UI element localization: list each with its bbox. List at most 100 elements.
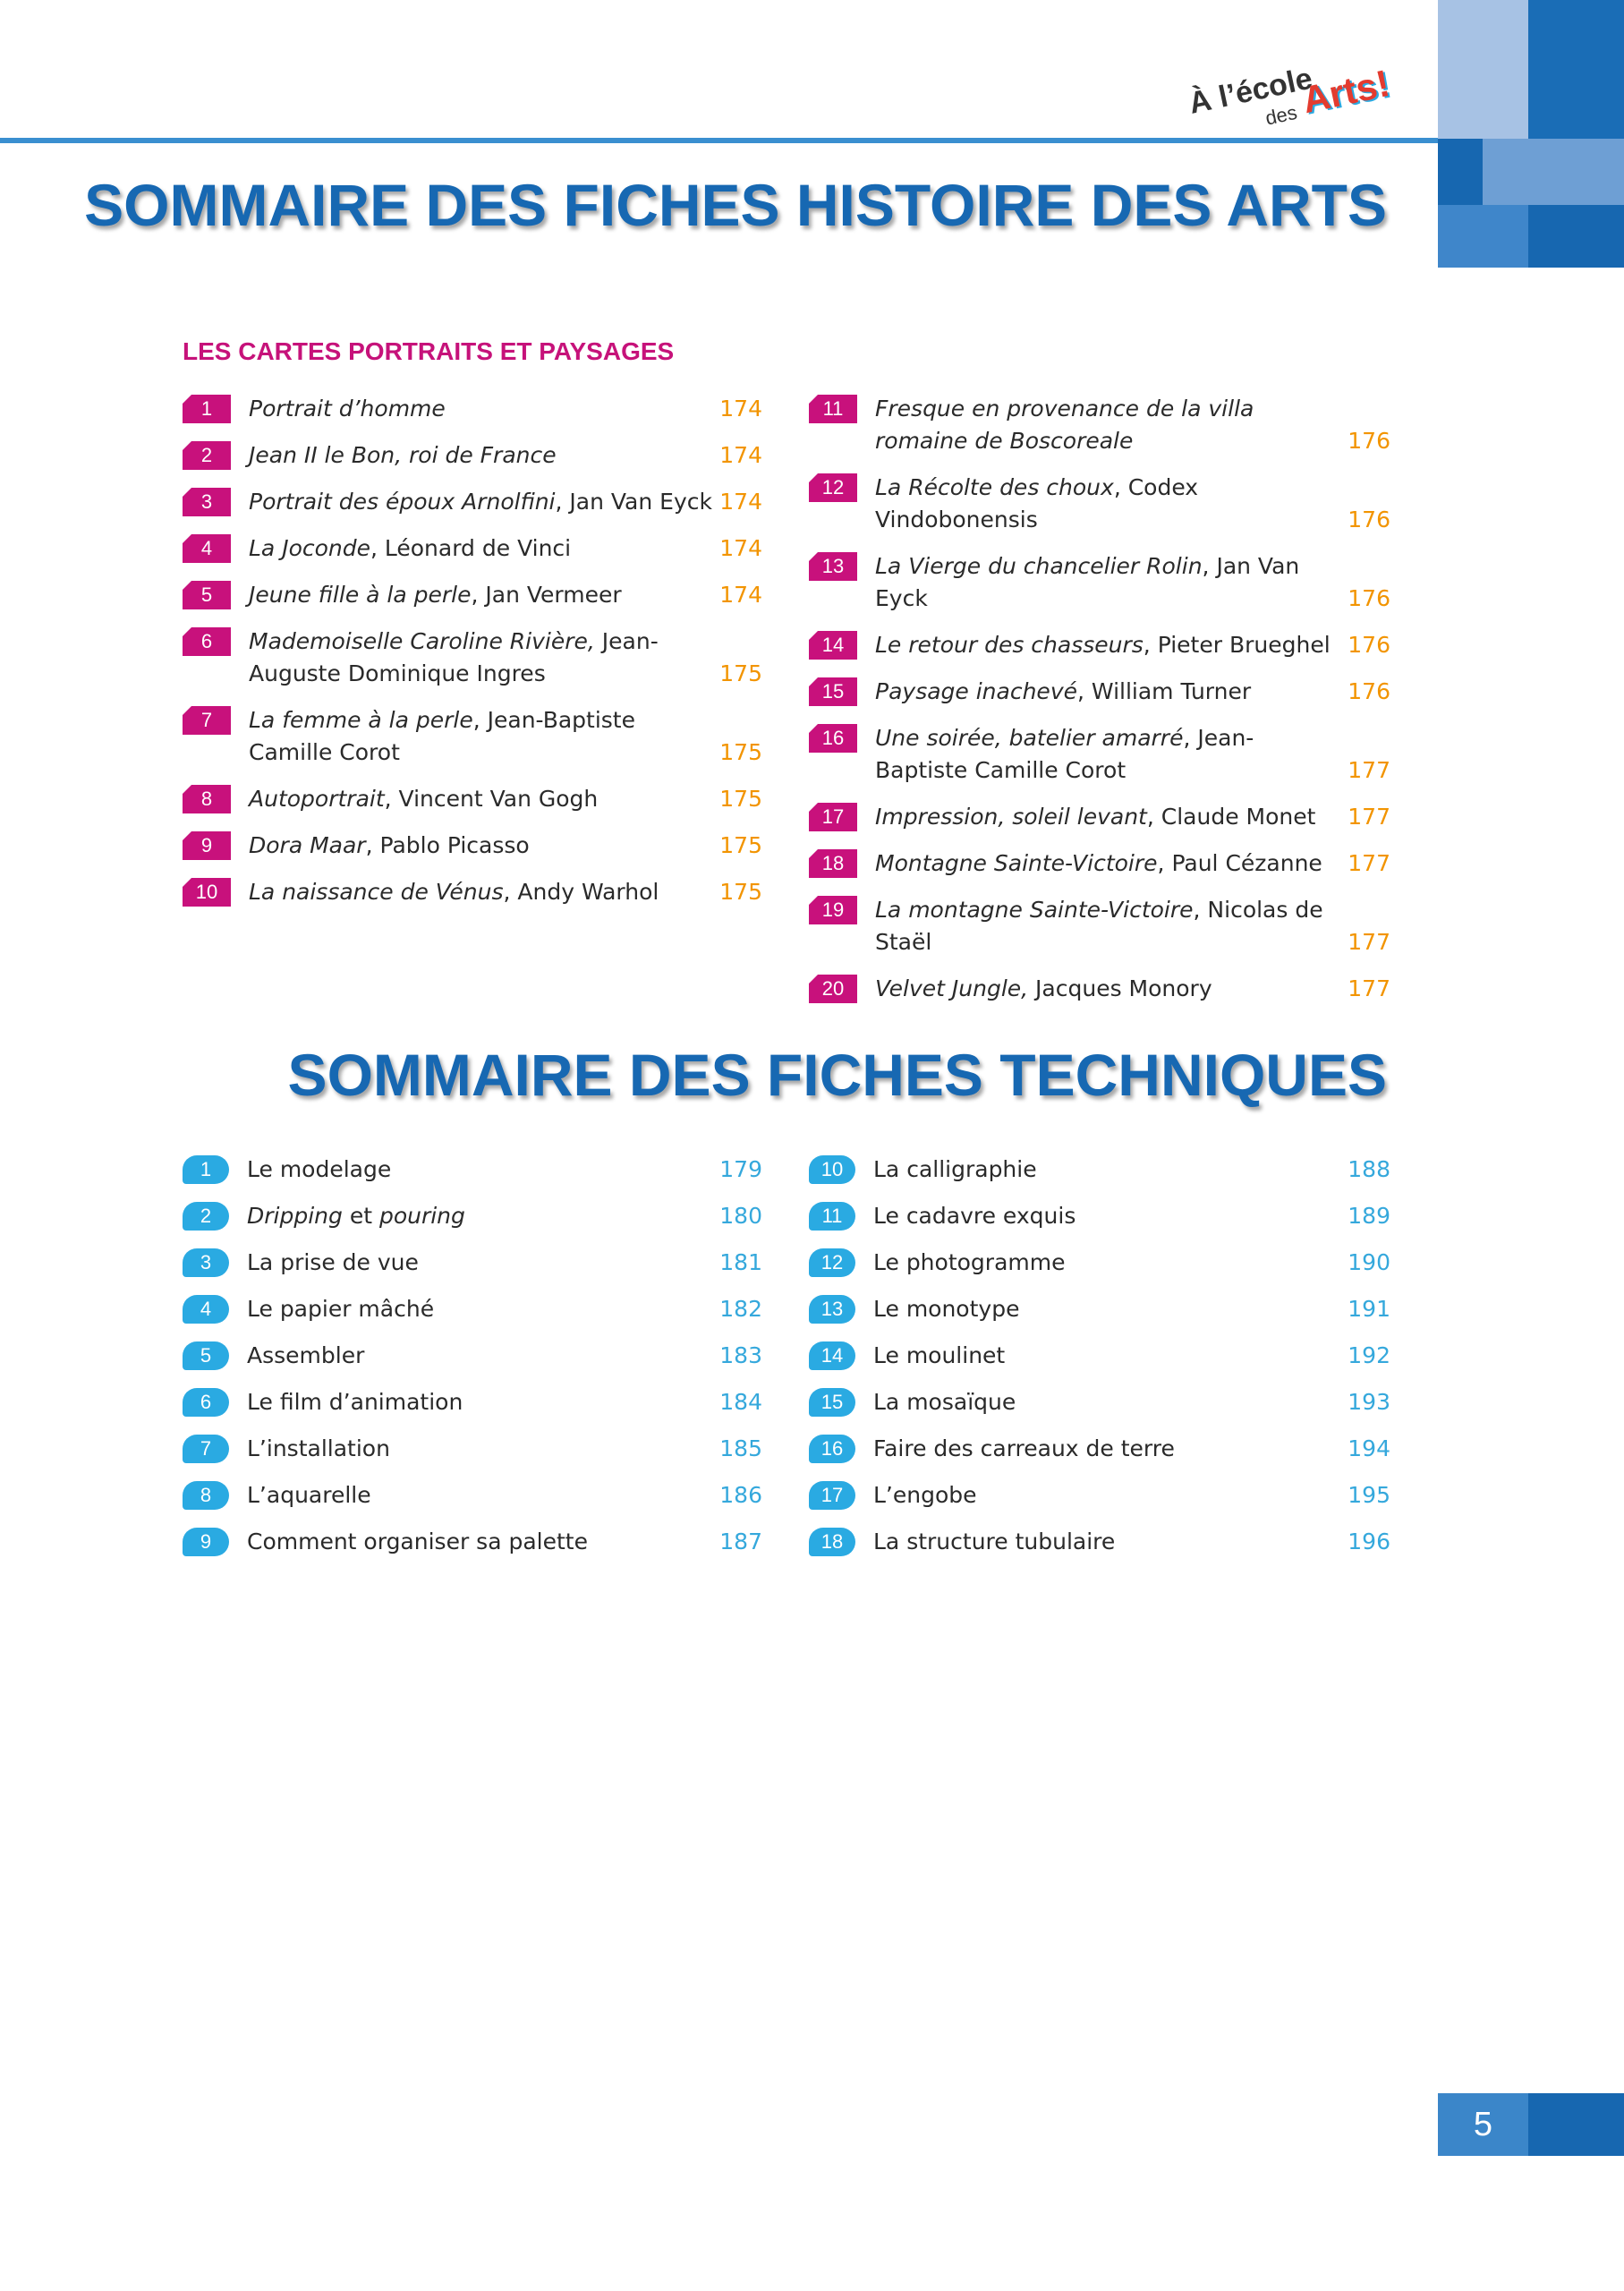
entry-page: 174: [719, 396, 762, 422]
entry-number: 4: [183, 1295, 229, 1324]
entry-title: La structure tubulaire: [873, 1526, 1340, 1558]
entry-title: L’aquarelle: [247, 1479, 712, 1512]
entry-number: 3: [183, 488, 231, 516]
section-title: SOMMAIRE DES FICHES HISTOIRE DES ARTS: [84, 172, 1387, 238]
entry-number: 5: [183, 1341, 229, 1370]
title-segment: Impression, soleil levant: [875, 804, 1147, 830]
deco-block: [1438, 0, 1528, 139]
entry-page: 175: [719, 739, 762, 765]
entry-number: 17: [809, 1481, 855, 1510]
entry-page: 175: [719, 786, 762, 812]
entry-page: 174: [719, 442, 762, 468]
toc-entry: 17 Impression, soleil levant, Claude Mone…: [809, 801, 1390, 833]
entry-title: Le monotype: [873, 1293, 1340, 1325]
deco-block: [1528, 2093, 1624, 2156]
entry-title: Le moulinet: [873, 1340, 1340, 1372]
entry-number: 18: [809, 849, 857, 878]
toc-entry: 10 La calligraphie 188: [809, 1154, 1390, 1186]
toc-entry: 20 Velvet Jungle, Jacques Monory 177: [809, 973, 1390, 1005]
entry-title: Mademoiselle Caroline Rivière, Jean-Augu…: [249, 626, 712, 690]
entry-number: 7: [183, 706, 231, 735]
entry-title: Dripping et pouring: [247, 1200, 712, 1232]
entry-page: 187: [719, 1529, 762, 1554]
title-segment: , Jan Vermeer: [471, 582, 622, 608]
toc-entry: 11 Le cadavre exquis 189: [809, 1200, 1390, 1232]
entry-title: La femme à la perle, Jean-Baptiste Camil…: [249, 704, 712, 769]
entry-number: 4: [183, 534, 231, 563]
deco-block: [1438, 139, 1483, 205]
title-segment: pouring: [378, 1203, 465, 1229]
deco-block: [1438, 205, 1528, 268]
toc-entry: 12 Le photogramme 190: [809, 1247, 1390, 1279]
entry-page: 196: [1348, 1529, 1390, 1554]
entry-page: 186: [719, 1482, 762, 1508]
entry-title: Jeune fille à la perle, Jan Vermeer: [249, 579, 712, 611]
entry-number: 5: [183, 581, 231, 609]
title-segment: Dora Maar: [249, 832, 366, 858]
title-segment: La Joconde: [249, 535, 370, 561]
entry-page: 180: [719, 1203, 762, 1229]
title-segment: Une soirée, batelier amarré: [875, 725, 1184, 751]
entry-number: 13: [809, 552, 857, 581]
entry-number: 16: [809, 1435, 855, 1463]
logo-text: des: [1263, 100, 1299, 130]
entry-title: Le photogramme: [873, 1247, 1340, 1279]
entry-page: 183: [719, 1342, 762, 1368]
title-segment: La femme à la perle: [249, 707, 473, 733]
entry-title: La Vierge du chancelier Rolin, Jan Van E…: [875, 550, 1340, 615]
entry-title: Comment organiser sa palette: [247, 1526, 712, 1558]
entry-title: Le modelage: [247, 1154, 712, 1186]
title-segment: , Vincent Van Gogh: [384, 786, 599, 812]
toc-column: 10 La calligraphie 188 11 Le cadavre exquis 1…: [809, 1154, 1390, 1572]
entry-title: Velvet Jungle, Jacques Monory: [875, 973, 1340, 1005]
toc-entry: 10 La naissance de Vénus, Andy Warhol 175: [183, 876, 762, 908]
entry-title: Portrait des époux Arnolfini, Jan Van Ey…: [249, 486, 712, 518]
toc-entry: 17 L’engobe 195: [809, 1479, 1390, 1512]
entry-page: 177: [1348, 975, 1390, 1001]
title-segment: et: [342, 1203, 379, 1229]
section-title: SOMMAIRE DES FICHES TECHNIQUES: [287, 1042, 1387, 1108]
entry-title: Portrait d’homme: [249, 393, 712, 425]
toc-entry: 15 Paysage inachevé, William Turner 176: [809, 676, 1390, 708]
toc-entry: 14 Le retour des chasseurs, Pieter Bruegh…: [809, 629, 1390, 661]
title-segment: La calligraphie: [873, 1156, 1037, 1182]
entry-page: 176: [1348, 507, 1390, 532]
entry-title: La calligraphie: [873, 1154, 1340, 1186]
toc-entry: 3 La prise de vue 181: [183, 1247, 762, 1279]
title-segment: Le photogramme: [873, 1249, 1066, 1275]
title-segment: Jean II le Bon, roi de France: [249, 442, 557, 468]
toc-entry: 18 Montagne Sainte-Victoire, Paul Cézanne…: [809, 847, 1390, 880]
toc-entry: 5 Assembler 183: [183, 1340, 762, 1372]
title-segment: L’installation: [247, 1435, 390, 1461]
title-segment: La prise de vue: [247, 1249, 419, 1275]
entry-title: Faire des carreaux de terre: [873, 1433, 1340, 1465]
deco-block: [1528, 205, 1624, 268]
toc-entry: 13 Le monotype 191: [809, 1293, 1390, 1325]
entry-number: 20: [809, 975, 857, 1003]
toc-column: 1 Le modelage 179 2 Dripping et pouring 180 3 L…: [183, 1154, 762, 1572]
toc-entry: 7 L’installation 185: [183, 1433, 762, 1465]
entry-page: 181: [719, 1249, 762, 1275]
entry-title: La Récolte des choux, Codex Vindobonensi…: [875, 472, 1340, 536]
entry-page: 188: [1348, 1156, 1390, 1182]
entry-number: 6: [183, 1388, 229, 1417]
entry-title: Autoportrait, Vincent Van Gogh: [249, 783, 712, 815]
toc-entry: 6 Mademoiselle Caroline Rivière, Jean-Aug…: [183, 626, 762, 690]
toc-entry: 2 Jean II le Bon, roi de France 174: [183, 439, 762, 472]
title-segment: La mosaïque: [873, 1389, 1016, 1415]
title-segment: , Jan Van Eyck: [875, 553, 1307, 611]
title-segment: L’aquarelle: [247, 1482, 371, 1508]
entry-title: L’engobe: [873, 1479, 1340, 1512]
toc-entry: 9 Dora Maar, Pablo Picasso 175: [183, 830, 762, 862]
entry-number: 19: [809, 896, 857, 924]
toc-entry: 8 L’aquarelle 186: [183, 1479, 762, 1512]
top-rule: [0, 138, 1438, 143]
toc-entry: 11 Fresque en provenance de la villa roma…: [809, 393, 1390, 457]
entry-number: 2: [183, 441, 231, 470]
entry-page: 193: [1348, 1389, 1390, 1415]
entry-number: 8: [183, 1481, 229, 1510]
entry-number: 8: [183, 785, 231, 813]
entry-page: 179: [719, 1156, 762, 1182]
toc-entry: 7 La femme à la perle, Jean-Baptiste Cami…: [183, 704, 762, 769]
entry-page: 185: [719, 1435, 762, 1461]
